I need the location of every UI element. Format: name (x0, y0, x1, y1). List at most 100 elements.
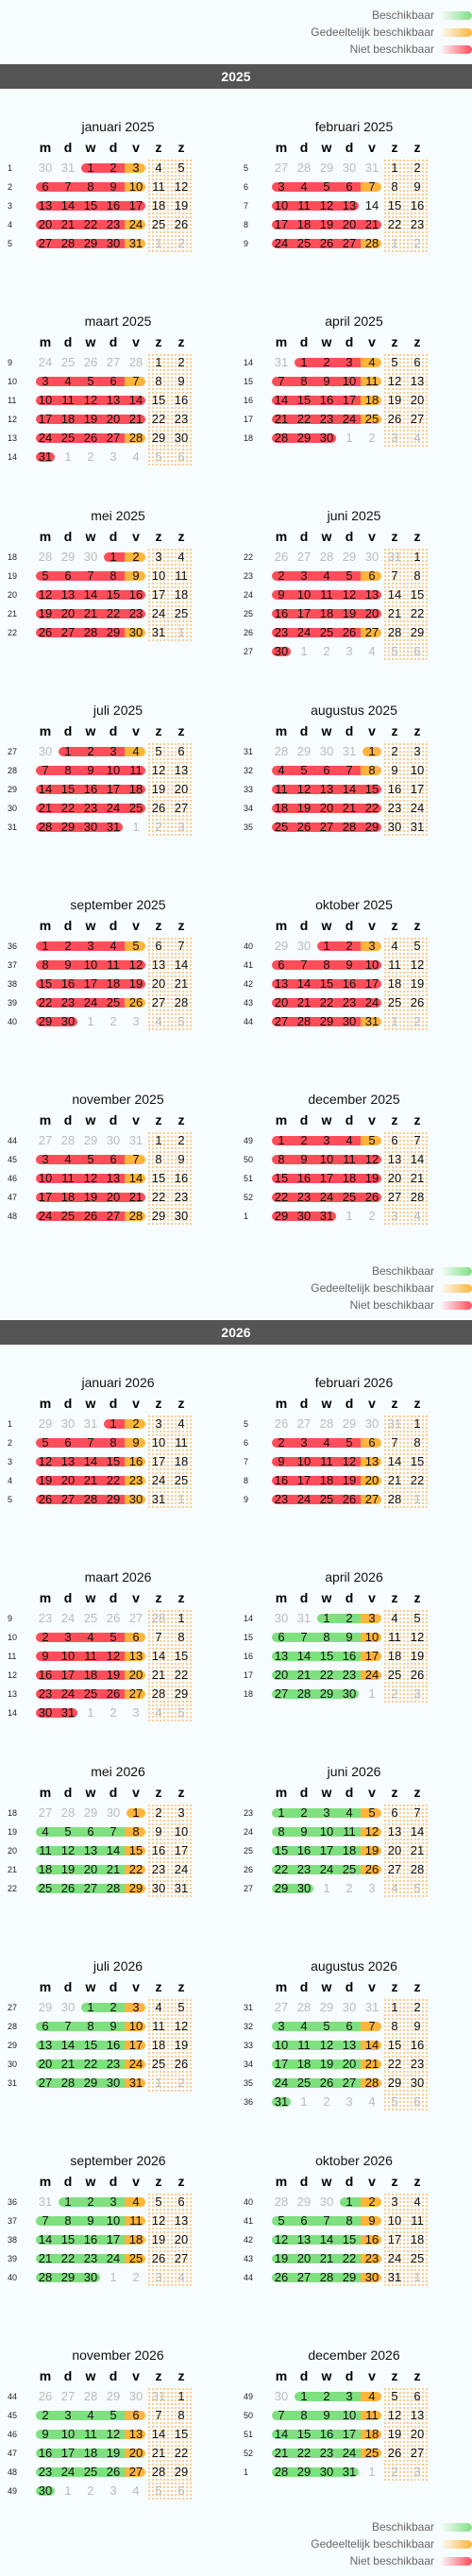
calendar-day[interactable]: 10 (293, 585, 315, 604)
calendar-day[interactable]: 12 (170, 2017, 193, 2036)
calendar-day[interactable]: 19 (293, 799, 315, 818)
calendar-day[interactable]: 22 (383, 2055, 406, 2074)
calendar-day[interactable]: 16 (315, 2425, 338, 2444)
calendar-day[interactable]: 18 (361, 2425, 383, 2444)
calendar-day[interactable]: 3 (147, 1415, 170, 1433)
calendar-day[interactable]: 24 (147, 1471, 170, 1490)
calendar-day[interactable]: 7 (383, 567, 406, 585)
calendar-day[interactable]: 1 (147, 353, 170, 372)
calendar-day[interactable]: 1 (57, 2193, 79, 2212)
calendar-day[interactable]: 17 (383, 2230, 406, 2249)
calendar-day[interactable]: 3 (293, 567, 315, 585)
calendar-day[interactable]: 21 (147, 1666, 170, 1685)
calendar-day[interactable]: 7 (147, 2406, 170, 2425)
calendar-day[interactable]: 12 (315, 2036, 338, 2055)
calendar-day[interactable]: 1 (338, 2193, 361, 2212)
calendar-day[interactable]: 5 (406, 1879, 429, 1898)
calendar-day[interactable]: 2 (170, 353, 193, 372)
calendar-day[interactable]: 7 (270, 2406, 293, 2425)
calendar-day[interactable]: 12 (406, 956, 429, 974)
calendar-day[interactable]: 31 (38, 2195, 53, 2209)
calendar-day[interactable]: 27 (57, 623, 79, 642)
calendar-day[interactable]: 15 (34, 974, 57, 993)
calendar-day[interactable]: 21 (270, 410, 293, 429)
calendar-day[interactable]: 1 (102, 1415, 125, 1433)
calendar-day[interactable]: 5 (147, 448, 170, 466)
calendar-day[interactable]: 1 (147, 234, 170, 253)
calendar-day[interactable]: 17 (293, 1471, 315, 1490)
calendar-day[interactable]: 25 (293, 234, 315, 253)
calendar-day[interactable]: 3 (57, 1628, 79, 1647)
calendar-day[interactable]: 28 (383, 1490, 406, 1509)
calendar-day[interactable]: 13 (361, 1452, 383, 1471)
calendar-day[interactable]: 27 (34, 234, 57, 253)
calendar-day[interactable]: 29 (38, 2000, 53, 2014)
calendar-day[interactable]: 11 (57, 1169, 79, 1188)
calendar-day[interactable]: 30 (274, 1611, 289, 1625)
calendar-day[interactable]: 10 (125, 178, 147, 196)
calendar-day[interactable]: 6 (406, 2093, 429, 2111)
calendar-day[interactable]: 26 (406, 993, 429, 1012)
calendar-day[interactable]: 13 (406, 2406, 429, 2425)
calendar-day[interactable]: 19 (406, 974, 429, 993)
calendar-day[interactable]: 18 (270, 799, 293, 818)
calendar-day[interactable]: 1 (132, 820, 140, 834)
calendar-day[interactable]: 31 (270, 2093, 293, 2111)
calendar-day[interactable]: 11 (125, 761, 147, 780)
calendar-day[interactable]: 10 (102, 761, 125, 780)
calendar-day[interactable]: 4 (293, 2017, 315, 2036)
calendar-day[interactable]: 31 (128, 1133, 143, 1147)
calendar-day[interactable]: 18 (57, 410, 79, 429)
calendar-day[interactable]: 17 (34, 1188, 57, 1207)
calendar-day[interactable]: 23 (338, 1666, 361, 1685)
calendar-day[interactable]: 4 (125, 742, 147, 761)
calendar-day[interactable]: 21 (34, 2249, 57, 2268)
calendar-day[interactable]: 6 (79, 1822, 102, 1841)
calendar-day[interactable]: 2 (323, 644, 330, 658)
calendar-day[interactable]: 1 (170, 623, 193, 642)
calendar-day[interactable]: 25 (338, 1188, 361, 1207)
calendar-day[interactable]: 26 (83, 355, 98, 369)
calendar-day[interactable]: 17 (270, 2055, 293, 2074)
calendar-day[interactable]: 27 (406, 410, 429, 429)
calendar-day[interactable]: 3 (102, 742, 125, 761)
calendar-day[interactable]: 6 (383, 1131, 406, 1150)
calendar-day[interactable]: 3 (361, 937, 383, 956)
calendar-day[interactable]: 20 (270, 1666, 293, 1685)
calendar-day[interactable]: 15 (147, 1169, 170, 1188)
calendar-day[interactable]: 3 (125, 159, 147, 178)
calendar-day[interactable]: 23 (270, 623, 293, 642)
calendar-day[interactable]: 5 (102, 2406, 125, 2425)
calendar-day[interactable]: 16 (57, 974, 79, 993)
calendar-day[interactable]: 2 (406, 1998, 429, 2017)
calendar-day[interactable]: 20 (34, 215, 57, 234)
calendar-day[interactable]: 7 (34, 2212, 57, 2230)
calendar-day[interactable]: 26 (361, 1188, 383, 1207)
calendar-day[interactable]: 26 (102, 1685, 125, 1703)
calendar-day[interactable]: 9 (338, 1628, 361, 1647)
calendar-day[interactable]: 7 (57, 178, 79, 196)
calendar-day[interactable]: 1 (79, 159, 102, 178)
calendar-day[interactable]: 22 (79, 215, 102, 234)
calendar-day[interactable]: 16 (170, 391, 193, 410)
calendar-day[interactable]: 8 (79, 2017, 102, 2036)
calendar-day[interactable]: 20 (383, 1169, 406, 1188)
calendar-day[interactable]: 23 (34, 1685, 57, 1703)
calendar-day[interactable]: 26 (34, 623, 57, 642)
calendar-day[interactable]: 15 (79, 196, 102, 215)
calendar-day[interactable]: 24 (315, 1860, 338, 1879)
calendar-day[interactable]: 10 (34, 391, 57, 410)
calendar-day[interactable]: 17 (170, 1841, 193, 1860)
calendar-day[interactable]: 21 (338, 799, 361, 818)
calendar-day[interactable]: 10 (315, 1822, 338, 1841)
calendar-day[interactable]: 13 (125, 2425, 147, 2444)
calendar-day[interactable]: 2 (147, 818, 170, 837)
calendar-day[interactable]: 31 (364, 161, 379, 175)
calendar-day[interactable]: 17 (338, 2425, 361, 2444)
calendar-day[interactable]: 8 (315, 1628, 338, 1647)
calendar-day[interactable]: 2 (102, 1998, 125, 2017)
calendar-day[interactable]: 1 (406, 1415, 429, 1433)
calendar-day[interactable]: 31 (383, 2268, 406, 2287)
calendar-day[interactable]: 2 (406, 1012, 429, 1031)
calendar-day[interactable]: 27 (406, 2444, 429, 2463)
